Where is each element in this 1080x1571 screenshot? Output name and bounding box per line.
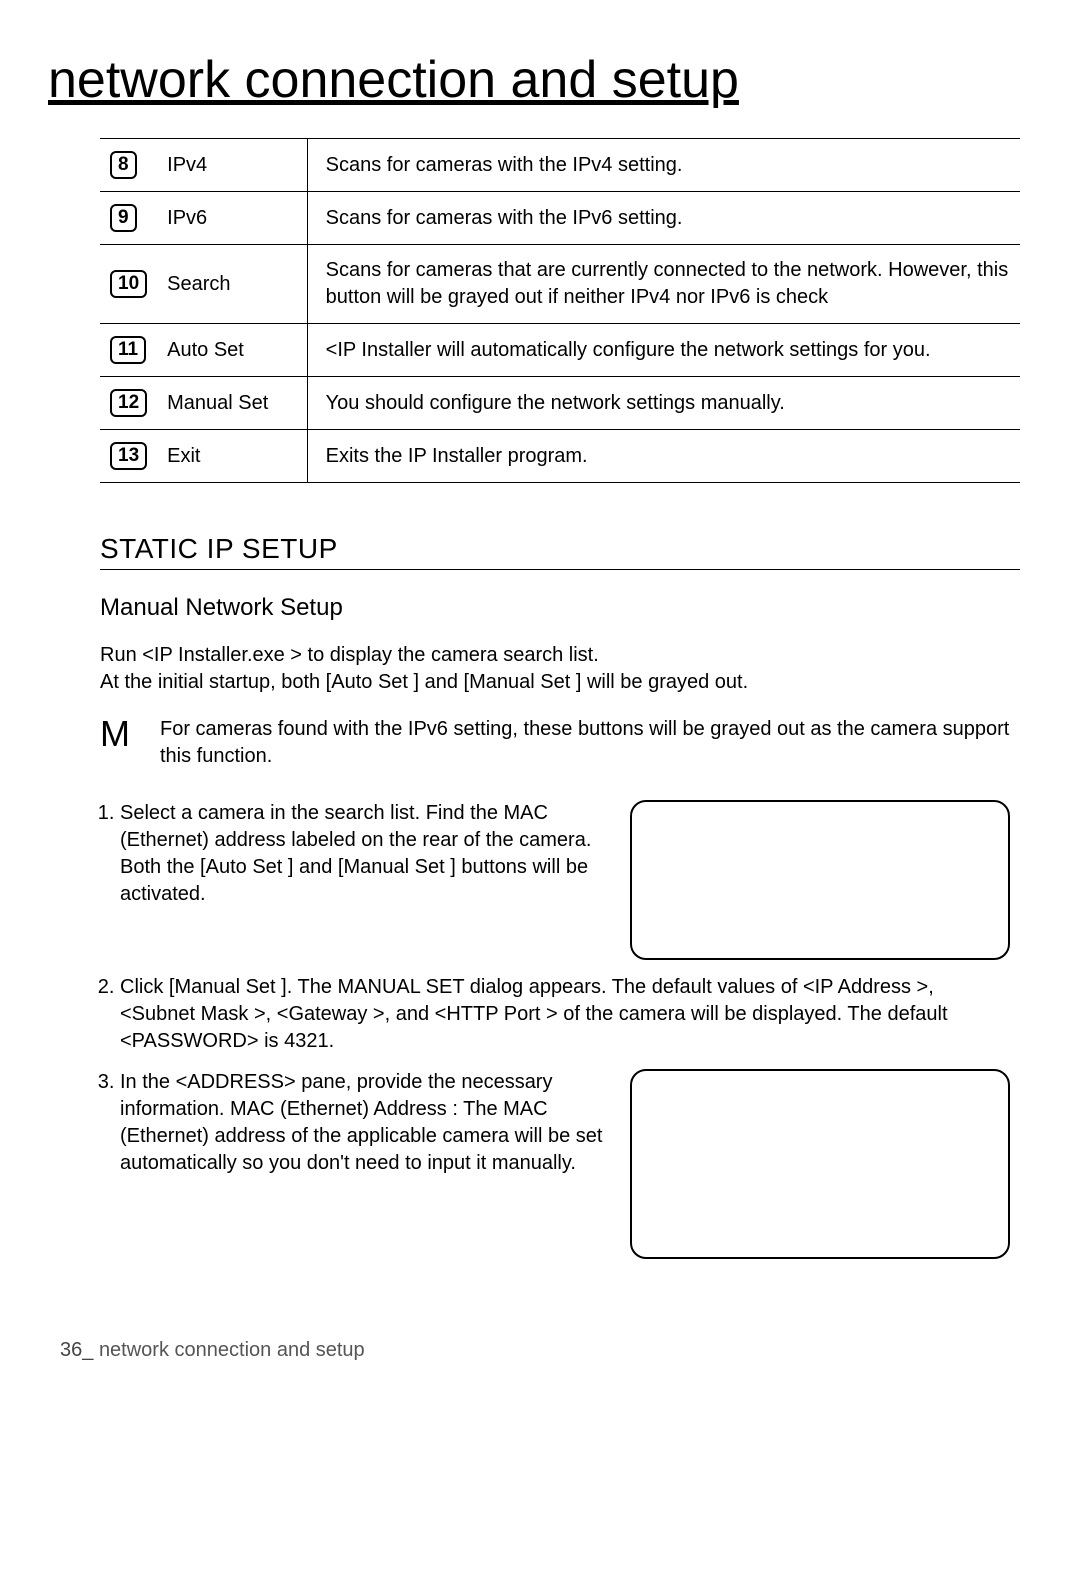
table-row: 9 IPv6 Scans for cameras with the IPv6 s… xyxy=(100,192,1020,245)
step-2-text-a: Click [Manual Set ]. The MANUAL SET dial… xyxy=(120,976,934,998)
row-number-box: 9 xyxy=(110,204,137,232)
row-description: Scans for cameras with the IPv4 setting. xyxy=(307,139,1020,192)
note-block: M For cameras found with the IPv6 settin… xyxy=(100,716,1020,770)
page-title: network connection and setup xyxy=(48,50,1020,110)
step-1: Select a camera in the search list. Find… xyxy=(120,800,1020,960)
row-name: Exit xyxy=(157,430,307,483)
row-number-box: 8 xyxy=(110,151,137,179)
note-text: For cameras found with the IPv6 setting,… xyxy=(160,716,1020,770)
page-number: 36_ xyxy=(60,1339,93,1361)
note-icon: M xyxy=(100,716,130,770)
screenshot-placeholder-2 xyxy=(630,1069,1010,1259)
step-2: Click [Manual Set ]. The MANUAL SET dial… xyxy=(120,974,1020,1055)
row-number-box: 12 xyxy=(110,389,147,417)
row-description: Scans for cameras that are currently con… xyxy=(307,245,1020,324)
row-number-box: 11 xyxy=(110,336,146,364)
screenshot-placeholder-1 xyxy=(630,800,1010,960)
row-name: Search xyxy=(157,245,307,324)
row-name: IPv6 xyxy=(157,192,307,245)
table-row: 12 Manual Set You should configure the n… xyxy=(100,377,1020,430)
table-row: 8 IPv4 Scans for cameras with the IPv4 s… xyxy=(100,139,1020,192)
steps-list: Select a camera in the search list. Find… xyxy=(120,800,1020,1259)
step-3-text: In the <ADDRESS> pane, provide the neces… xyxy=(120,1069,610,1177)
subsection-title-manual-network: Manual Network Setup xyxy=(100,594,1020,622)
section-title-static-ip: STATIC IP SETUP xyxy=(100,533,1020,570)
table-row: 11 Auto Set <IP Installer will automatic… xyxy=(100,324,1020,377)
row-description: Exits the IP Installer program. xyxy=(307,430,1020,483)
row-number-box: 10 xyxy=(110,270,147,298)
row-name: Manual Set xyxy=(157,377,307,430)
intro-line-2: At the initial startup, both [Auto Set ]… xyxy=(100,671,748,693)
footer-text: network connection and setup xyxy=(99,1339,365,1361)
table-row: 10 Search Scans for cameras that are cur… xyxy=(100,245,1020,324)
row-name: IPv4 xyxy=(157,139,307,192)
intro-paragraph: Run <IP Installer.exe > to display the c… xyxy=(100,642,1020,696)
row-name: Auto Set xyxy=(157,324,307,377)
row-description: <IP Installer will automatically configu… xyxy=(307,324,1020,377)
step-3: In the <ADDRESS> pane, provide the neces… xyxy=(120,1069,1020,1259)
table-row: 13 Exit Exits the IP Installer program. xyxy=(100,430,1020,483)
row-number-box: 13 xyxy=(110,442,147,470)
step-1-text: Select a camera in the search list. Find… xyxy=(120,800,610,908)
page-footer: 36_ network connection and setup xyxy=(60,1339,1020,1362)
intro-line-1: Run <IP Installer.exe > to display the c… xyxy=(100,644,599,666)
row-description: Scans for cameras with the IPv6 setting. xyxy=(307,192,1020,245)
step-2-text-b: <Subnet Mask >, <Gateway >, and <HTTP Po… xyxy=(120,1003,948,1052)
row-description: You should configure the network setting… xyxy=(307,377,1020,430)
reference-table: 8 IPv4 Scans for cameras with the IPv4 s… xyxy=(100,138,1020,483)
